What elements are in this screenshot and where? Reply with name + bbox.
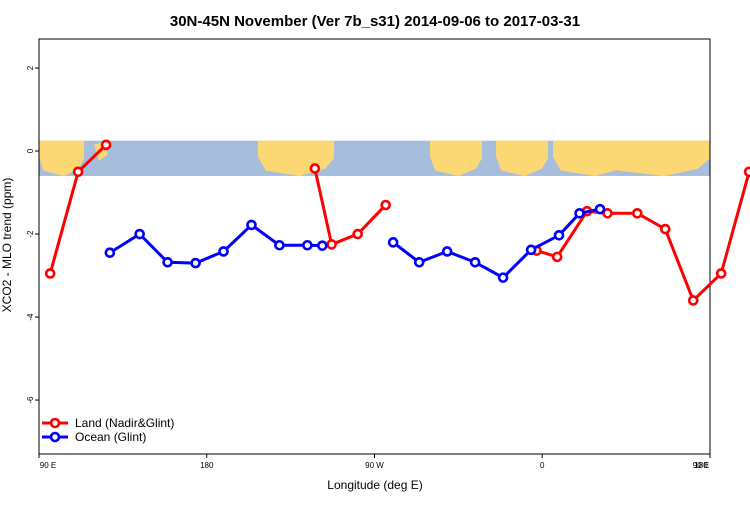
data-point-ocean [190, 257, 201, 269]
legend-label-land: Land (Nadir&Glint) [75, 416, 174, 430]
data-point-ocean [218, 246, 229, 257]
data-point-ocean [441, 246, 453, 257]
data-point-ocean [497, 272, 509, 283]
y-axis-label: XCO2 - MLO trend (ppm) [0, 178, 14, 313]
data-point-ocean [469, 256, 481, 268]
series-line-land [313, 168, 387, 246]
data-point-ocean [317, 240, 328, 251]
x-tick-label: 180 [694, 461, 708, 470]
x-axis-label: Longitude (deg E) [327, 478, 422, 492]
map-land-europe-africa [430, 140, 482, 176]
data-point-ocean [162, 256, 173, 268]
data-point-land [44, 268, 56, 279]
data-point-ocean [553, 229, 565, 241]
data-point-ocean [104, 247, 116, 259]
data-point-land [659, 223, 671, 235]
x-tick-label: 180 [200, 461, 214, 470]
map-land-japan-east [634, 142, 648, 161]
data-point-ocean [274, 239, 285, 251]
series-line-ocean [392, 207, 601, 280]
map-land-asia-east [608, 140, 710, 176]
data-point-ocean [246, 219, 257, 231]
map-land-asia-west [39, 140, 84, 176]
x-tick-label: 90 E [40, 461, 56, 470]
y-tick-label: 0 [26, 148, 35, 153]
y-tick-label: -6 [26, 396, 35, 404]
x-tick-label: 0 [540, 461, 545, 470]
data-point-ocean [413, 256, 425, 268]
legend-marker-land [49, 417, 61, 429]
legend-label-ocean: Ocean (Glint) [75, 430, 146, 444]
data-point-land [72, 166, 84, 178]
data-point-land [715, 268, 727, 279]
data-point-ocean [302, 239, 313, 251]
data-point-land [632, 208, 643, 219]
data-point-land [352, 228, 364, 240]
plot-frame [38, 38, 711, 455]
data-point-land [100, 139, 112, 151]
y-tick-label: 2 [26, 65, 35, 70]
world-map-band [39, 140, 710, 176]
data-point-land [687, 295, 699, 306]
series-layer [44, 139, 750, 306]
data-point-land [309, 163, 321, 174]
data-point-ocean [574, 208, 585, 219]
series-line-land [536, 168, 750, 302]
legend: Land (Nadir&Glint)Ocean (Glint) [42, 416, 174, 444]
data-point-ocean [525, 244, 537, 256]
data-point-ocean [594, 203, 606, 215]
map-land-central-asia [553, 140, 630, 176]
data-point-ocean [134, 228, 145, 240]
data-point-ocean [387, 237, 399, 248]
chart-title: 30N-45N November (Ver 7b_s31) 2014-09-06… [170, 13, 580, 30]
data-point-land [326, 239, 337, 250]
y-tick-label: -4 [26, 313, 35, 321]
data-point-land [602, 208, 613, 219]
data-point-land [380, 199, 391, 211]
x-tick-label: 90 W [365, 461, 384, 470]
legend-marker-ocean [49, 431, 61, 443]
data-point-land [743, 166, 750, 178]
map-land-middle-east [496, 140, 548, 176]
data-point-land [551, 251, 563, 263]
x-tick-label: 90 E [693, 461, 709, 470]
y-tick-label: -2 [26, 230, 35, 238]
